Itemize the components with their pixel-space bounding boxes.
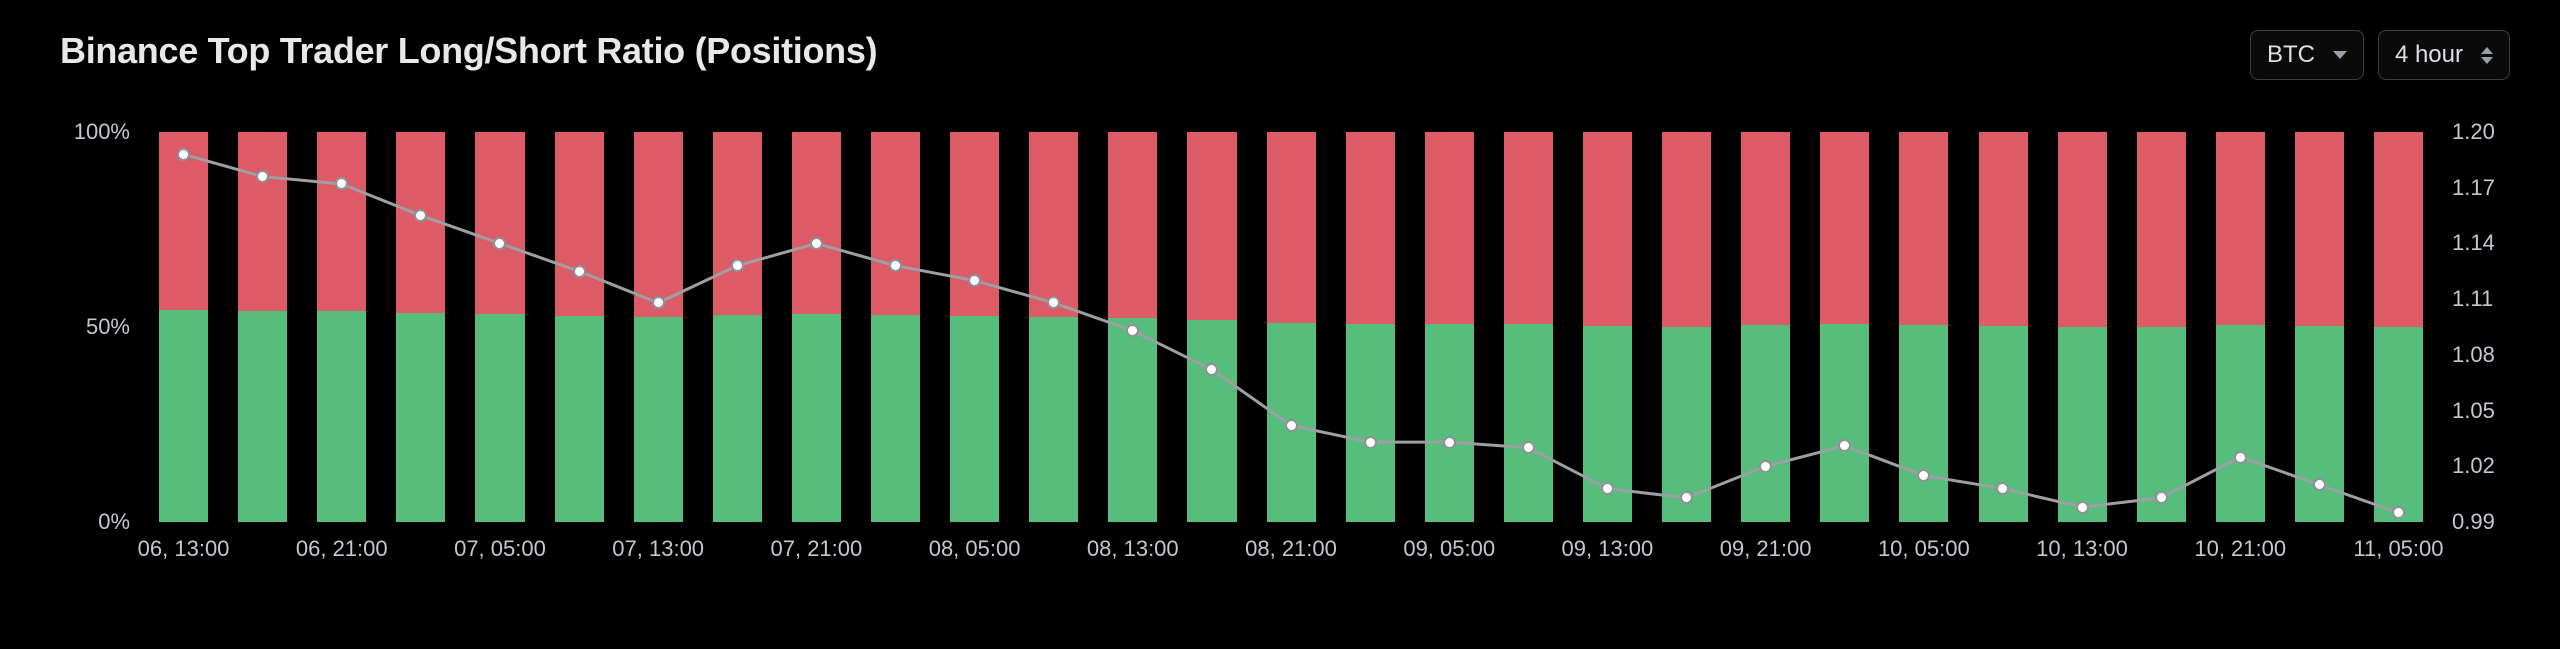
y-right-tick: 0.99 [2452,511,2495,533]
y-axis-right: 0.991.021.051.081.111.141.171.20 [2438,132,2510,522]
y-right-tick: 1.20 [2452,121,2495,143]
y-right-tick: 1.17 [2452,177,2495,199]
x-tick: 08, 21:00 [1245,536,1337,562]
x-tick: 06, 21:00 [296,536,388,562]
ratio-marker [1285,419,1298,432]
asset-dropdown[interactable]: BTC [2250,30,2364,80]
ratio-marker [573,265,586,278]
y-right-tick: 1.11 [2452,288,2493,310]
x-tick: 10, 05:00 [1878,536,1970,562]
panel-header: Binance Top Trader Long/Short Ratio (Pos… [60,30,2510,80]
panel-title: Binance Top Trader Long/Short Ratio (Pos… [60,30,877,72]
ratio-marker [1443,436,1456,449]
ratio-marker [2155,491,2168,504]
chart-panel: Binance Top Trader Long/Short Ratio (Pos… [0,0,2560,649]
ratio-marker [1759,460,1772,473]
y-axis-left: 0%50%100% [60,132,144,522]
y-left-tick: 0% [98,511,130,533]
x-tick: 08, 05:00 [929,536,1021,562]
x-tick: 09, 05:00 [1403,536,1495,562]
x-tick: 07, 21:00 [771,536,863,562]
y-right-tick: 1.05 [2452,400,2495,422]
ratio-marker [177,148,190,161]
x-tick: 09, 21:00 [1720,536,1812,562]
stepper-arrows-icon [2481,47,2493,64]
ratio-marker [652,296,665,309]
y-left-tick: 100% [74,121,130,143]
x-axis: 06, 13:0006, 21:0007, 05:0007, 13:0007, … [144,536,2438,576]
ratio-line [184,154,2399,512]
y-left-tick: 50% [86,316,130,338]
ratio-marker [1522,441,1535,454]
ratio-marker [1364,436,1377,449]
x-tick: 08, 13:00 [1087,536,1179,562]
ratio-marker [731,259,744,272]
ratio-marker [1601,482,1614,495]
y-right-tick: 1.08 [2452,344,2495,366]
y-right-tick: 1.02 [2452,455,2495,477]
ratio-marker [810,237,823,250]
chart-area: 0%50%100% 0.991.021.051.081.111.141.171.… [60,132,2510,592]
x-tick: 06, 13:00 [138,536,230,562]
interval-dropdown[interactable]: 4 hour [2378,30,2510,80]
x-tick: 10, 13:00 [2036,536,2128,562]
asset-dropdown-label: BTC [2267,41,2315,69]
y-right-tick: 1.14 [2452,232,2495,254]
plot-area [144,132,2438,522]
ratio-marker [2234,451,2247,464]
interval-dropdown-label: 4 hour [2395,41,2463,69]
ratio-marker [2076,501,2089,514]
x-tick: 09, 13:00 [1562,536,1654,562]
x-tick: 07, 13:00 [612,536,704,562]
x-tick: 07, 05:00 [454,536,546,562]
line-layer [144,132,2438,522]
chevron-down-icon [2333,51,2347,59]
x-tick: 10, 21:00 [2194,536,2286,562]
x-tick: 11, 05:00 [2353,536,2443,562]
panel-controls: BTC 4 hour [2250,30,2510,80]
